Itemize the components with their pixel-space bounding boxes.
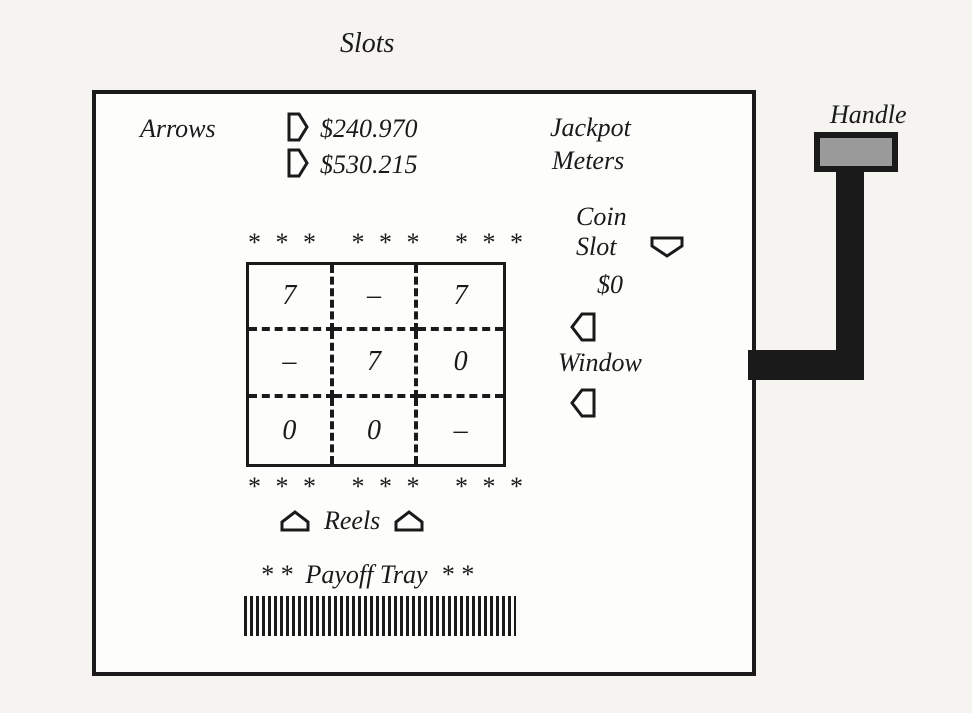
- jackpot-label-1: Jackpot: [550, 113, 631, 143]
- payoff-tray-label: * * Payoff Tray * *: [260, 560, 473, 590]
- reel-cell: 0: [249, 398, 334, 464]
- reel-cell: 7: [334, 331, 419, 397]
- arrow-left-icon: [570, 312, 596, 342]
- arrow-up-icon: [280, 510, 310, 532]
- jackpot-label-2: Meters: [552, 146, 624, 176]
- jackpot-value-2: $530.215: [320, 150, 418, 180]
- reels-label: Reels: [324, 506, 380, 536]
- handle-arm: [748, 350, 864, 380]
- reels-label-row: Reels: [280, 506, 424, 536]
- coin-label-2: Slot: [576, 232, 616, 262]
- arrow-down-icon[interactable]: [650, 234, 684, 258]
- page-title: Slots: [340, 28, 394, 60]
- stars-bottom: * * * * * * * * *: [248, 472, 527, 502]
- handle-knob[interactable]: [814, 132, 898, 172]
- reels-grid: 7 – 7 – 7 0 0 0 –: [246, 262, 506, 467]
- reel-cell: 7: [249, 265, 334, 331]
- handle-stem[interactable]: [836, 170, 864, 366]
- reel-cell: –: [418, 398, 503, 464]
- coin-label-1: Coin: [576, 202, 627, 232]
- reel-cell: 0: [418, 331, 503, 397]
- arrow-right-icon: [285, 148, 309, 178]
- window-label: Window: [558, 348, 642, 378]
- reel-cell: 7: [418, 265, 503, 331]
- payoff-tray-barcode: [244, 596, 516, 636]
- coin-amount: $0: [597, 270, 623, 300]
- jackpot-value-1: $240.970: [320, 114, 418, 144]
- arrow-up-icon: [394, 510, 424, 532]
- reel-cell: 0: [334, 398, 419, 464]
- reel-cell: –: [334, 265, 419, 331]
- stars-top: * * * * * * * * *: [248, 228, 527, 258]
- arrow-right-icon: [285, 112, 309, 142]
- arrow-left-icon: [570, 388, 596, 418]
- reel-cell: –: [249, 331, 334, 397]
- handle-label: Handle: [830, 100, 907, 130]
- arrows-label: Arrows: [140, 114, 216, 144]
